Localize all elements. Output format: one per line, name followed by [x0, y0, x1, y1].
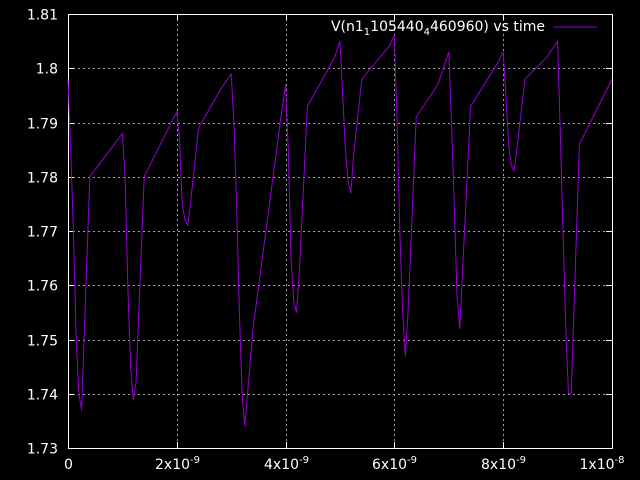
x-tick-label: 0: [64, 457, 73, 473]
legend: V(n111054404460960) vs time: [331, 19, 597, 38]
tick-labels: 1.73 1.74 1.75 1.76 1.77 1.78 1.79 1.8 1.81 0 2x10…: [27, 8, 625, 474]
series-lines: [67, 35, 613, 427]
x-tick-label: 4x10-9: [264, 455, 309, 473]
y-tick-label: 1.81: [27, 8, 58, 24]
y-tick-label: 1.77: [27, 225, 58, 241]
y-tick-label: 1.75: [27, 334, 58, 350]
legend-label: V(n111054404460960) vs time: [331, 19, 545, 38]
y-tick-label: 1.73: [27, 442, 58, 458]
x-tick-label: 1x10-8: [580, 455, 625, 473]
y-tick-label: 1.74: [27, 388, 58, 404]
y-tick-label: 1.8: [36, 62, 58, 78]
plot-area-border: [68, 14, 613, 449]
y-tick-label: 1.79: [27, 117, 58, 133]
series-line-0: [67, 35, 613, 427]
y-tick-label: 1.78: [27, 171, 58, 187]
y-tick-label: 1.76: [27, 279, 58, 295]
x-tick-label: 6x10-9: [372, 455, 417, 473]
grid-lines: [68, 14, 612, 448]
x-tick-label: 2x10-9: [155, 455, 200, 473]
x-tick-label: 8x10-9: [481, 455, 526, 473]
